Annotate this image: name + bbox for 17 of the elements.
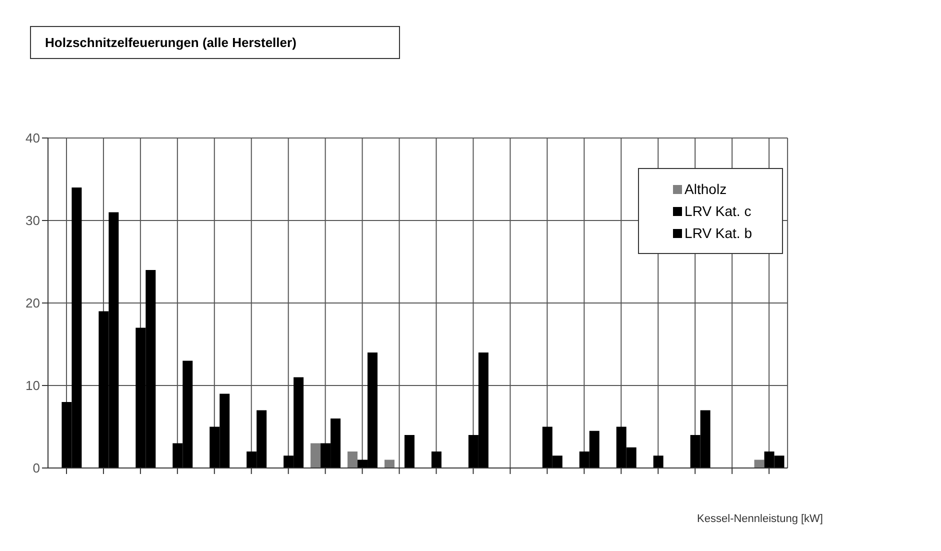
- y-tick-label: 0: [32, 460, 40, 476]
- bar: [348, 452, 358, 468]
- bar: [653, 456, 664, 468]
- bar: [384, 460, 394, 468]
- y-tick-label: 40: [26, 130, 40, 146]
- y-tick-label: 10: [26, 378, 40, 394]
- bar: [404, 435, 414, 468]
- x-axis-title: Kessel-Nennleistung [kW]: [697, 513, 823, 525]
- bar: [310, 443, 321, 468]
- legend-label: LRV Kat. b: [684, 225, 752, 241]
- bar: [431, 452, 442, 468]
- y-tick-label: 20: [26, 296, 40, 311]
- bar: [754, 460, 764, 468]
- chart-title: Holzschnitzelfeuerungen (alle Hersteller): [30, 26, 400, 59]
- y-tick-label: 30: [26, 213, 40, 228]
- legend-label: LRV Kat. c: [684, 203, 752, 219]
- legend-label: Altholz: [684, 181, 727, 197]
